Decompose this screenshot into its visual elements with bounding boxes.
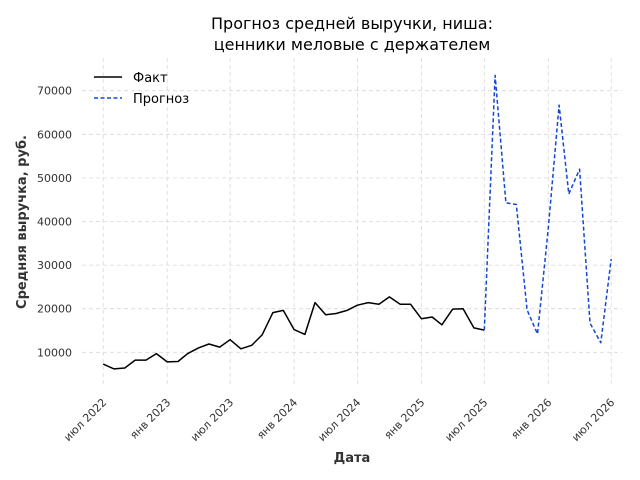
y-tick-label: 30000 — [37, 259, 72, 272]
y-tick-label: 20000 — [37, 303, 72, 316]
grid — [82, 58, 622, 385]
y-axis-label: Средняя выручка, руб. — [15, 135, 30, 309]
chart-title-line-1: Прогноз средней выручки, ниша: — [211, 14, 493, 33]
series-lines — [102, 74, 612, 370]
y-tick-label: 70000 — [37, 85, 72, 98]
x-tick-label: янв 2026 — [509, 396, 555, 442]
y-tick-label: 60000 — [37, 128, 72, 141]
x-axis-ticks: июл 2022 янв 2023 июл 2023 янв 2024 июл 2024… — [61, 396, 617, 444]
y-tick-label: 10000 — [37, 346, 72, 359]
chart-title-line-2: ценники меловые с держателем — [214, 35, 491, 54]
x-tick-label: июл 2023 — [188, 396, 236, 444]
x-tick-label: янв 2024 — [254, 396, 300, 442]
x-tick-label: янв 2025 — [382, 396, 428, 442]
y-tick-label: 40000 — [37, 216, 72, 229]
series-line-forecast — [483, 74, 612, 344]
x-tick-label: июл 2024 — [315, 396, 363, 444]
x-axis-label: Дата — [334, 451, 371, 466]
chart-title: Прогноз средней выручки, ниша: ценники м… — [211, 14, 493, 54]
y-tick-label: 50000 — [37, 172, 72, 185]
x-tick-label: янв 2023 — [127, 396, 173, 442]
legend: Факт Прогноз — [94, 71, 189, 107]
legend-label: Факт — [133, 71, 168, 86]
x-tick-label: июл 2022 — [61, 396, 109, 444]
legend-label: Прогноз — [133, 92, 189, 107]
x-tick-label: июл 2025 — [442, 396, 490, 444]
y-axis-ticks: 10000 20000 30000 40000 50000 60000 70000 — [37, 85, 72, 360]
series-line-fact — [102, 296, 485, 370]
x-tick-label: июл 2026 — [569, 396, 617, 444]
